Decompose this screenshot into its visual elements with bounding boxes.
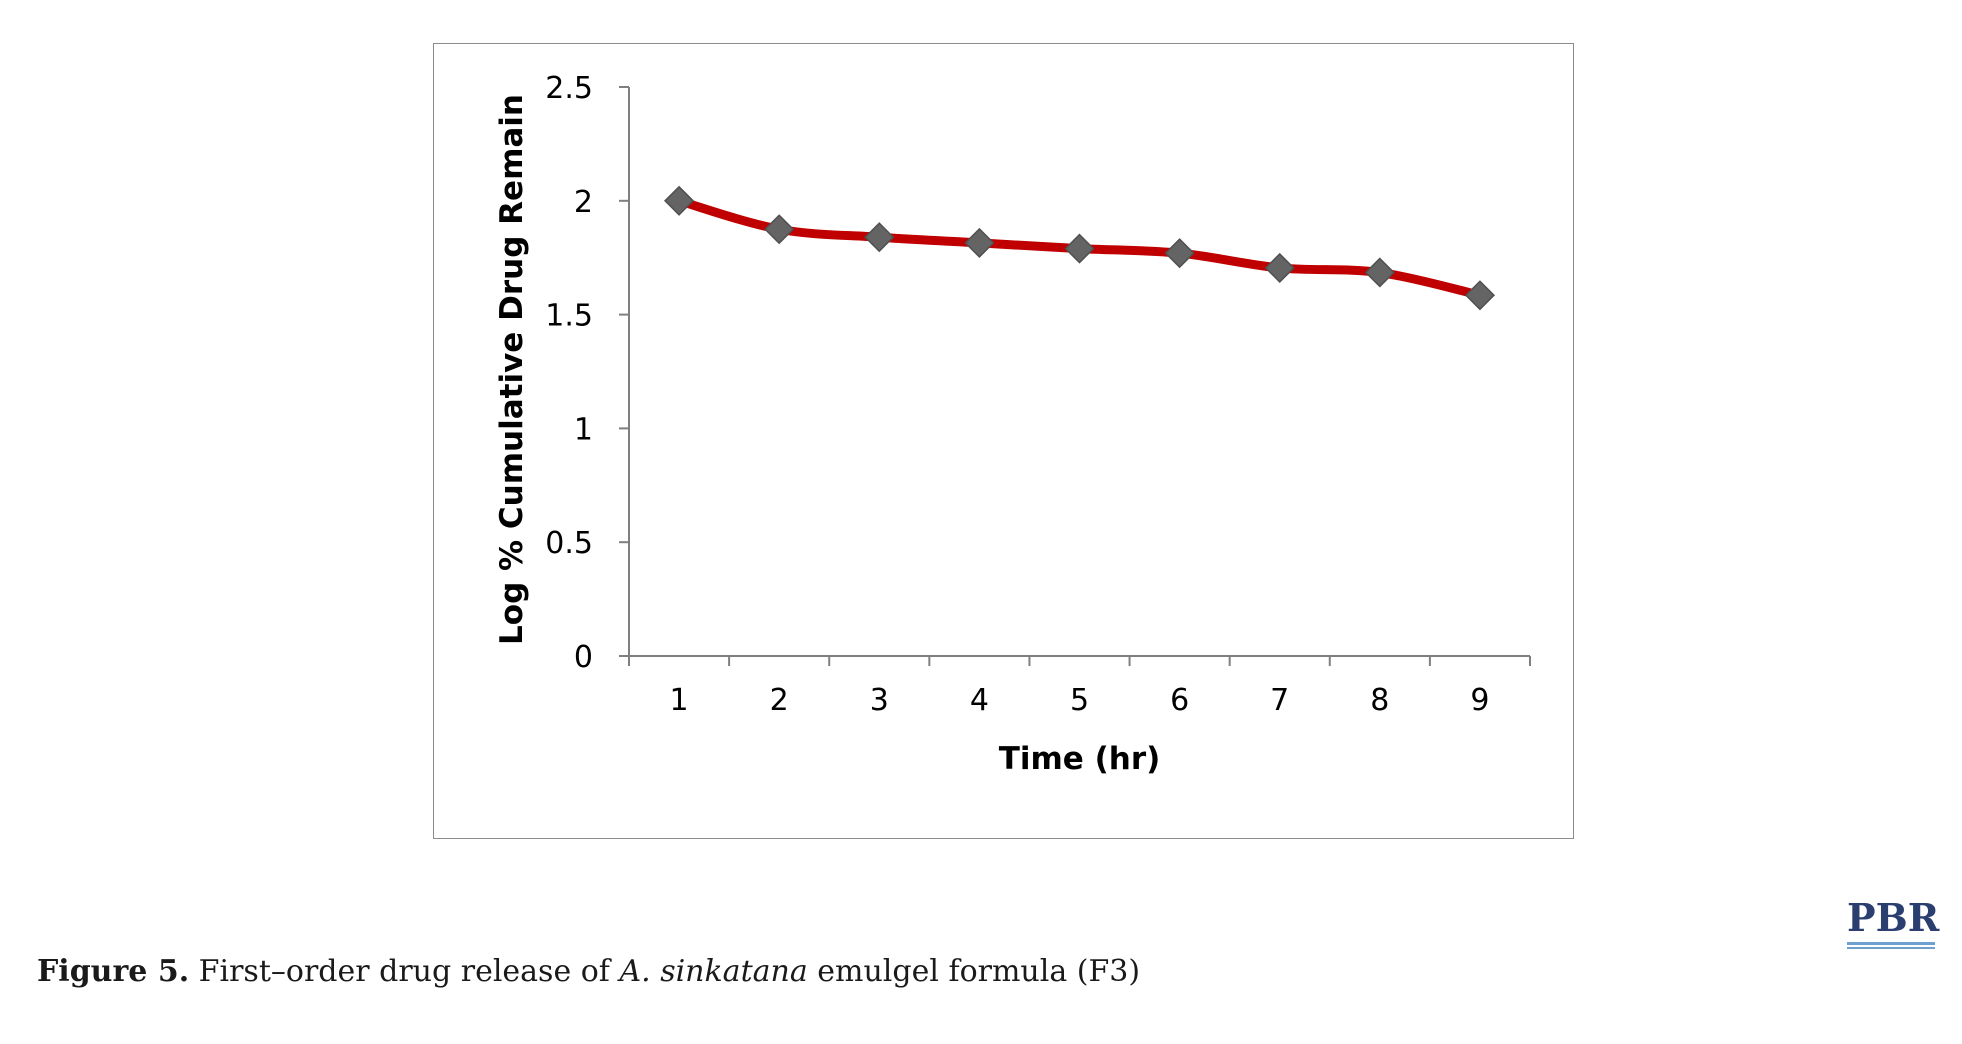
y-tick-label: 2 <box>574 185 593 220</box>
x-tick-label: 6 <box>1170 683 1189 718</box>
y-axis-title: Log % Cumulative Drug Remain <box>494 94 530 645</box>
x-tick-label: 2 <box>770 683 789 718</box>
data-point-marker <box>1364 257 1395 288</box>
y-tick-label: 1 <box>574 412 593 447</box>
figure-caption: Figure 5. First–order drug release of A.… <box>37 954 1140 989</box>
x-tick-label: 4 <box>970 683 989 718</box>
y-axis: 0 0.5 1 1.5 2 2.5 <box>545 71 630 675</box>
y-tick-label: 2.5 <box>545 71 593 106</box>
x-axis: 1 2 3 4 5 6 7 8 9 <box>628 655 1531 718</box>
y-tick-label: 0 <box>574 640 593 675</box>
chart-frame <box>433 43 1574 839</box>
y-tick-label: 0.5 <box>545 526 593 561</box>
x-tick-label: 9 <box>1470 683 1489 718</box>
data-point-marker <box>1464 280 1496 311</box>
pbr-logo: PBR <box>1847 895 1940 949</box>
logo-rule <box>1847 947 1935 949</box>
data-point-marker <box>864 222 895 253</box>
caption-species: A. sinkatana <box>619 954 808 989</box>
caption-text-before: First–order drug release of <box>189 954 620 989</box>
y-tick-label: 1.5 <box>545 299 593 334</box>
caption-label: Figure 5. <box>37 954 190 989</box>
data-point-marker <box>1064 233 1095 264</box>
data-point-marker <box>1264 252 1295 284</box>
data-point-marker <box>1164 238 1195 269</box>
x-tick-label: 3 <box>870 683 889 718</box>
x-tick-label: 5 <box>1070 683 1089 718</box>
logo-text: PBR <box>1847 895 1940 940</box>
x-axis-title: Time (hr) <box>999 741 1161 777</box>
x-tick-label: 1 <box>670 683 689 718</box>
x-tick-label: 8 <box>1370 683 1389 718</box>
logo-rule <box>1847 942 1935 945</box>
data-point-marker <box>663 185 695 216</box>
series <box>663 185 1496 311</box>
x-tick-label: 7 <box>1270 683 1289 718</box>
caption-text-after: emulgel formula (F3) <box>807 954 1141 989</box>
data-point-marker <box>764 214 795 245</box>
data-point-marker <box>964 227 995 258</box>
